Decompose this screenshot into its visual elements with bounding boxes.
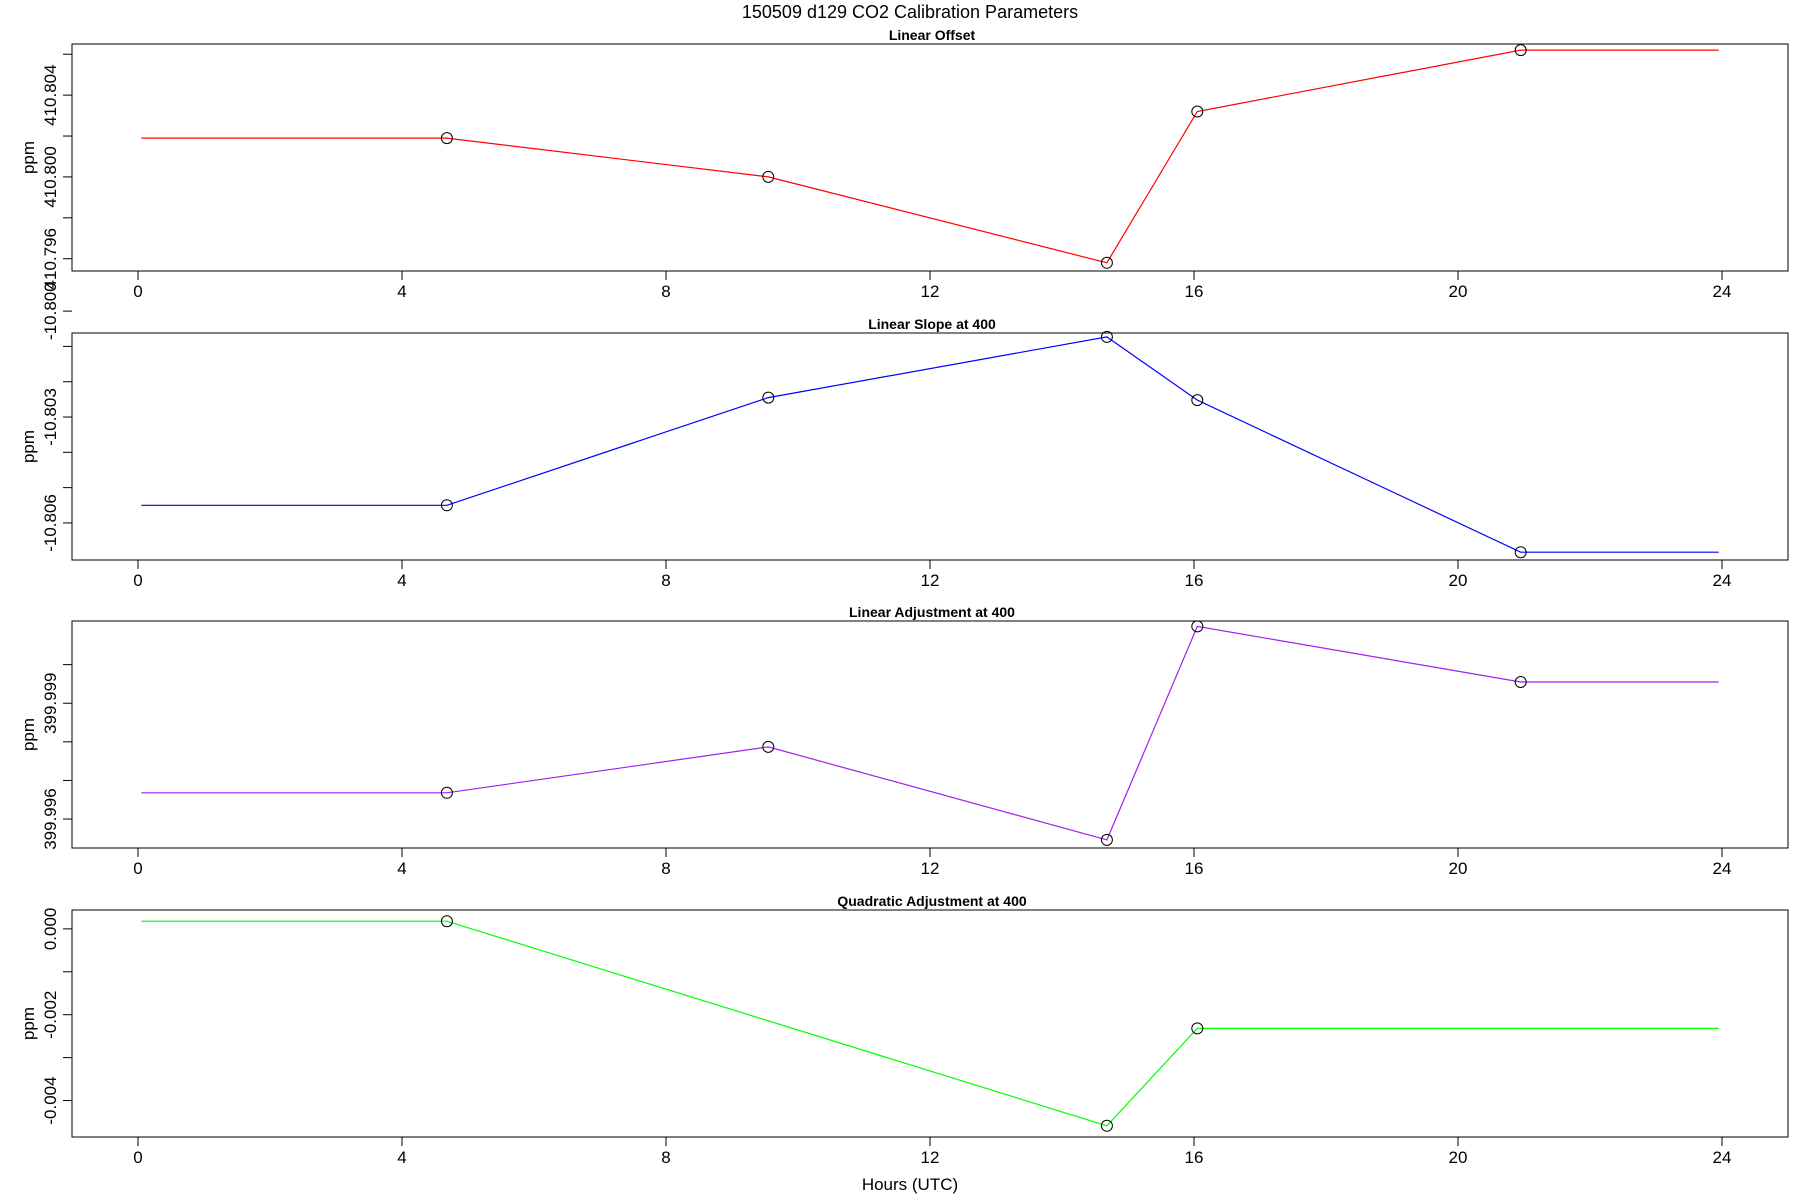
panel-title: Linear Slope at 400	[868, 316, 996, 332]
data-point	[440, 132, 453, 145]
data-point	[762, 391, 775, 404]
panel-4: Quadratic Adjustment at 400 0 4 8 12 16 20 24 -0…	[19, 893, 1789, 1167]
y-tick-label: -10.803	[41, 388, 60, 446]
panel-title: Linear Adjustment at 400	[849, 604, 1015, 620]
data-point	[1191, 105, 1204, 118]
data-point	[1514, 676, 1527, 688]
x-tick-label: 12	[921, 571, 940, 590]
x-tick-label: 24	[1713, 282, 1732, 301]
data-point	[440, 786, 453, 799]
x-tick-label: 16	[1185, 1148, 1204, 1167]
y-tick-label: 410.804	[41, 64, 60, 125]
series-line	[141, 336, 1719, 553]
plot-frame	[71, 620, 1789, 849]
x-tick-label: 4	[397, 571, 406, 590]
x-tick-label: 16	[1185, 571, 1204, 590]
x-tick-label: 4	[397, 1148, 406, 1167]
x-axis-title: Hours (UTC)	[862, 1175, 958, 1194]
x-tick-label: 20	[1449, 282, 1468, 301]
data-point	[762, 170, 775, 183]
x-tick-label: 24	[1713, 859, 1732, 878]
plot-frame	[71, 332, 1789, 561]
plot-frame	[71, 909, 1789, 1138]
data-point	[1514, 44, 1527, 57]
x-tick-label: 20	[1449, 1148, 1468, 1167]
panel-1: Linear Offset 0 4 8 12 16 20 24 410.796 410.800 41…	[19, 27, 1789, 301]
data-point	[1191, 620, 1204, 633]
x-tick-label: 4	[397, 282, 406, 301]
x-tick-label: 8	[661, 859, 670, 878]
y-tick-label: 399.996	[41, 788, 60, 849]
y-tick-label: 410.796	[41, 228, 60, 289]
data-point	[1100, 256, 1113, 269]
x-tick-label: 8	[661, 571, 670, 590]
series-line	[141, 625, 1719, 841]
y-tick-label: 399.999	[41, 673, 60, 734]
x-tick-label: 4	[397, 859, 406, 878]
x-tick-label: 12	[921, 859, 940, 878]
series-line	[141, 49, 1719, 264]
x-tick-label: 0	[133, 859, 142, 878]
panel-title: Linear Offset	[889, 27, 976, 43]
y-axis-title: ppm	[19, 141, 38, 174]
y-tick-label: -10.800	[41, 282, 60, 340]
y-tick-label: 0.000	[41, 908, 60, 951]
x-tick-label: 16	[1185, 282, 1204, 301]
y-tick-label: -0.002	[41, 991, 60, 1039]
data-point	[1100, 833, 1113, 846]
data-point	[1514, 546, 1527, 559]
x-tick-label: 0	[133, 282, 142, 301]
x-tick-label: 12	[921, 282, 940, 301]
panel-3: Linear Adjustment at 400 0 4 8 12 16 20 24 399.9…	[19, 604, 1789, 878]
x-tick-label: 24	[1713, 1148, 1732, 1167]
x-tick-label: 8	[661, 1148, 670, 1167]
x-tick-label: 12	[921, 1148, 940, 1167]
x-tick-label: 16	[1185, 859, 1204, 878]
data-point	[440, 915, 453, 928]
panel-2: Linear Slope at 400 0 4 8 12 16 20 24 -10.806 -10…	[19, 282, 1789, 590]
data-point	[1191, 1022, 1204, 1035]
data-point	[1191, 394, 1204, 407]
data-point	[440, 499, 453, 512]
x-tick-label: 0	[133, 571, 142, 590]
y-axis-title: ppm	[19, 430, 38, 463]
y-tick-label: 410.800	[41, 146, 60, 207]
y-axis-title: ppm	[19, 718, 38, 751]
panel-title: Quadratic Adjustment at 400	[837, 893, 1027, 909]
series-line	[141, 920, 1719, 1127]
data-point	[1100, 330, 1113, 343]
y-tick-label: -10.806	[41, 494, 60, 552]
x-tick-label: 24	[1713, 571, 1732, 590]
x-tick-label: 0	[133, 1148, 142, 1167]
x-tick-label: 8	[661, 282, 670, 301]
y-axis-title: ppm	[19, 1007, 38, 1040]
y-tick-label: -0.004	[41, 1076, 60, 1124]
data-point	[1100, 1119, 1113, 1132]
data-point	[762, 740, 775, 753]
figure-title: 150509 d129 CO2 Calibration Parameters	[742, 2, 1078, 22]
plot-frame	[71, 43, 1789, 272]
x-tick-label: 20	[1449, 859, 1468, 878]
x-tick-label: 20	[1449, 571, 1468, 590]
